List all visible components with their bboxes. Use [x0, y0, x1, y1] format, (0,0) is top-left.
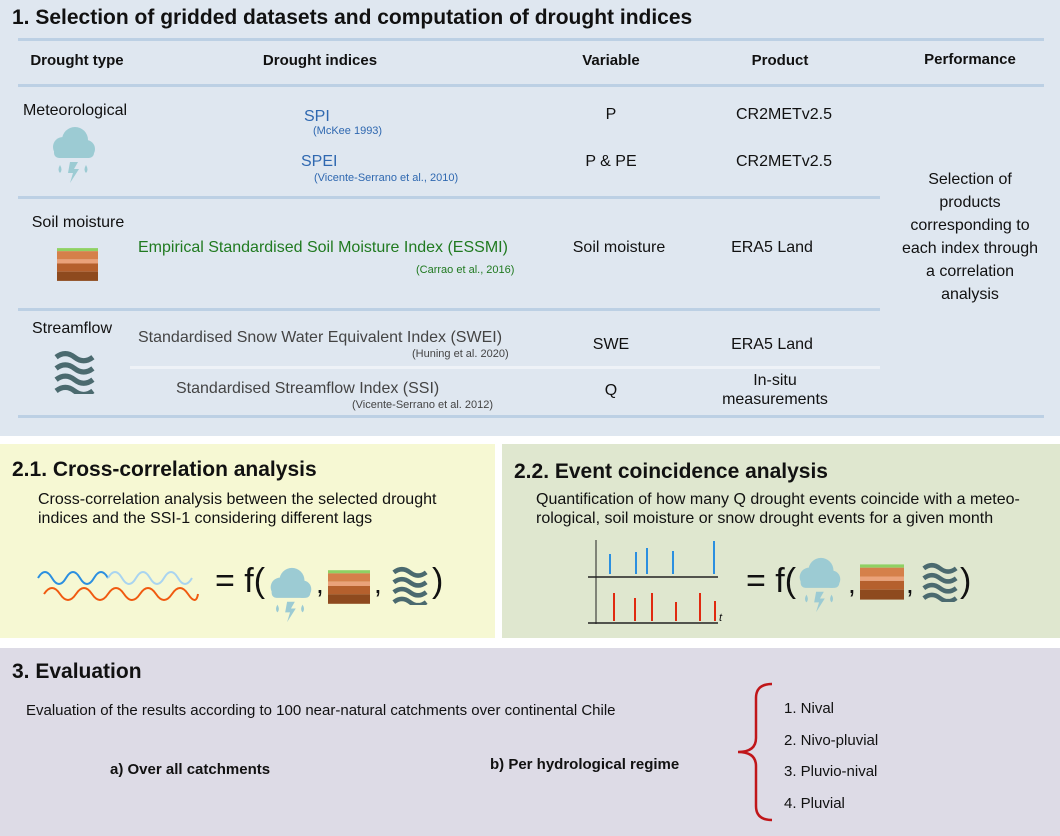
ref-spei: (Vicente-Serrano et al., 2010): [314, 172, 459, 184]
soil-layers-icon: [860, 564, 904, 600]
product-ssi: In-situ measurements: [722, 372, 828, 408]
cloud-rain-lightning-icon: [794, 556, 844, 614]
option-all-catchments: a) Over all catchments: [110, 761, 271, 778]
water-waves-icon: [54, 349, 95, 394]
header-variable: Variable: [582, 52, 640, 69]
variable-spei: P & PE: [585, 153, 637, 170]
index-spi: SPI: [304, 108, 330, 125]
ref-swei: (Huning et al. 2020): [412, 348, 509, 360]
product-spei: CR2METv2.5: [735, 153, 833, 170]
variable-ssi: Q: [604, 382, 618, 399]
index-spei: SPEI: [301, 153, 338, 170]
axis-label-t: t: [719, 612, 723, 624]
header-product: Product: [751, 52, 809, 69]
ref-spi: (McKee 1993): [313, 125, 383, 137]
product-essmi: ERA5 Land: [731, 239, 813, 256]
index-swei: Standardised Snow Water Equivalent Index…: [138, 329, 503, 346]
index-essmi: Empirical Standardised Soil Moisture Ind…: [138, 239, 508, 256]
section-cross-correlation: 2.1. Cross-correlation analysis Cross-co…: [0, 444, 495, 638]
section21-text: Cross-correlation analysis between the s…: [38, 491, 437, 527]
section-event-coincidence: 2.2. Event coincidence analysis Quantifi…: [502, 444, 1060, 638]
equation-f: = f(: [746, 562, 797, 600]
regime-pluvial: 4. Pluvial: [784, 795, 845, 812]
cloud-rain-lightning-icon: [47, 125, 99, 185]
equation-f: = f(: [215, 562, 266, 600]
index-ssi: Standardised Streamflow Index (SSI): [176, 380, 440, 397]
section22-title: 2.2. Event coincidence analysis: [514, 460, 828, 483]
cloud-rain-lightning-icon: [265, 566, 315, 624]
product-spi: CR2METv2.5: [735, 106, 833, 123]
section3-text: Evaluation of the results according to 1…: [26, 702, 616, 719]
regime-nival: 1. Nival: [784, 700, 835, 717]
header-performance: Performance: [924, 51, 1016, 68]
ref-ssi: (Vicente-Serrano et al. 2012): [352, 399, 494, 411]
equation-close: ): [960, 562, 972, 600]
regime-nivo-pluvial: 2. Nivo-pluvial: [784, 732, 879, 749]
correlated-signals-icon: [37, 571, 199, 601]
water-waves-icon: [922, 560, 958, 602]
header-drought-indices: Drought indices: [262, 52, 378, 69]
equation-close: ): [432, 562, 444, 600]
type-streamflow: Streamflow: [31, 320, 113, 337]
option-hydrological-regime: b) Per hydrological regime: [490, 756, 680, 773]
curly-brace-icon: [737, 682, 773, 822]
section21-title: 2.1. Cross-correlation analysis: [12, 458, 317, 481]
type-soil-moisture: Soil moisture: [31, 214, 125, 231]
soil-layers-icon: [328, 570, 370, 604]
section-gridded-datasets: 1. Selection of gridded datasets and com…: [0, 0, 1060, 436]
variable-essmi: Soil moisture: [572, 239, 666, 256]
water-waves-icon: [392, 565, 428, 605]
variable-spi: P: [605, 106, 617, 123]
soil-layers-icon: [57, 248, 98, 281]
header-drought-type: Drought type: [30, 52, 124, 69]
event-timeline-icon: [588, 540, 718, 624]
section22-text: Quantification of how many Q drought eve…: [536, 491, 1020, 527]
product-swei: ERA5 Land: [731, 336, 813, 353]
section3-title: 3. Evaluation: [12, 660, 142, 683]
variable-swei: SWE: [592, 336, 630, 353]
section1-title: 1. Selection of gridded datasets and com…: [12, 6, 693, 29]
regime-pluvio-nival: 3. Pluvio-nival: [784, 763, 878, 780]
ref-essmi: (Carrao et al., 2016): [416, 264, 515, 276]
section-evaluation: 3. Evaluation Evaluation of the results …: [0, 648, 1060, 836]
type-meteorological: Meteorological: [22, 102, 128, 119]
performance-text: Selection of products corresponding to e…: [901, 171, 1039, 303]
